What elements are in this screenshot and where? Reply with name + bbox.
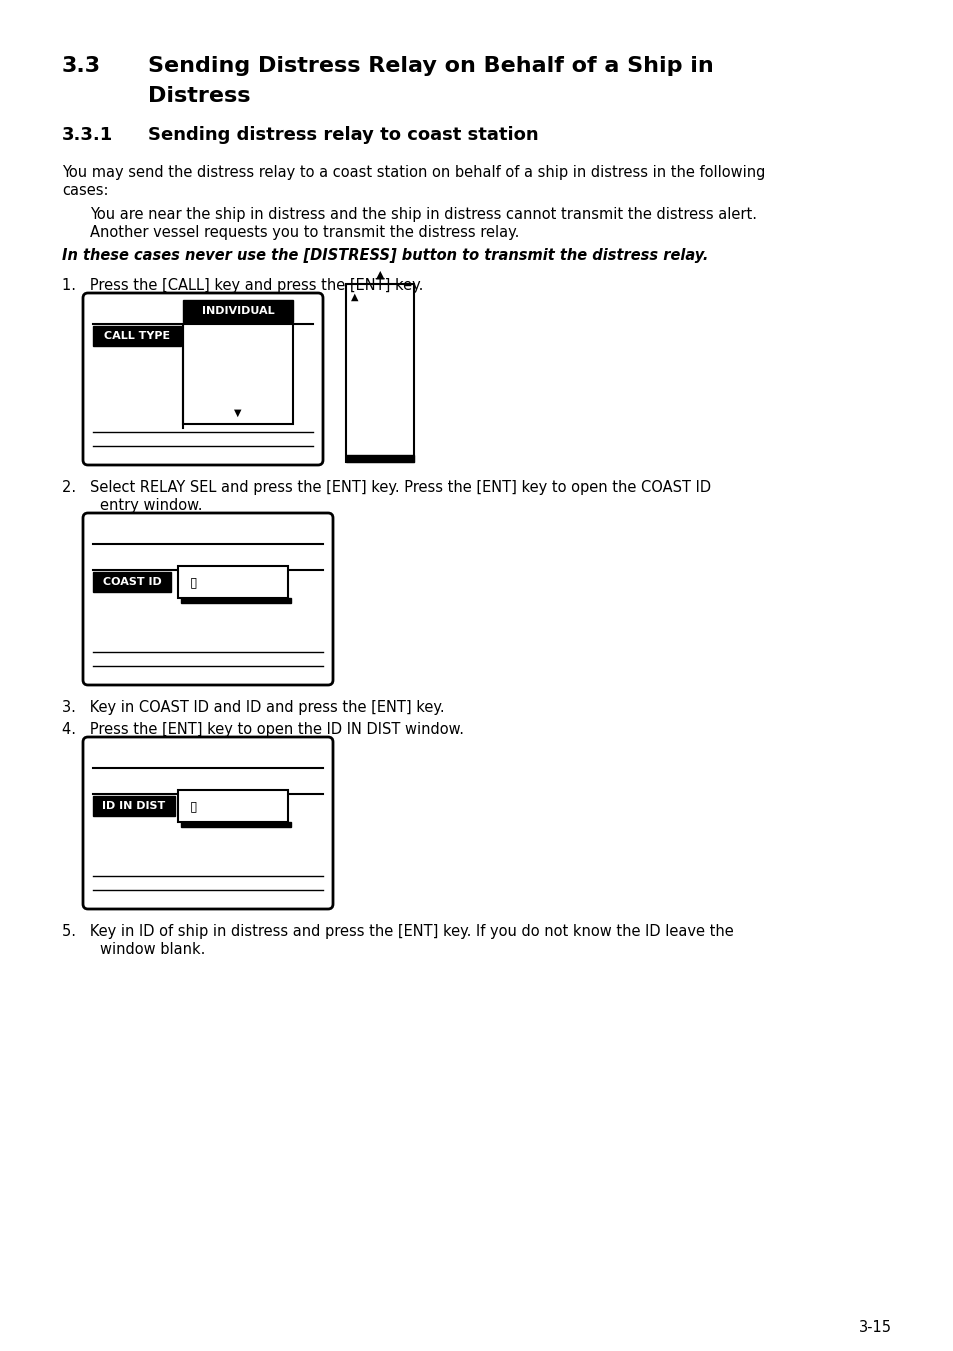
FancyBboxPatch shape [83, 293, 323, 465]
Bar [346, 455, 414, 462]
Bar [183, 324, 293, 424]
Text: Distress: Distress [148, 86, 251, 105]
Text: entry window.: entry window. [100, 499, 202, 513]
Bar [92, 326, 181, 346]
Bar [92, 796, 174, 816]
FancyBboxPatch shape [83, 738, 333, 909]
Text: 5.   Key in ID of ship in distress and press the [ENT] key. If you do not know t: 5. Key in ID of ship in distress and pre… [62, 924, 733, 939]
Bar [178, 566, 288, 598]
Text: You may send the distress relay to a coast station on behalf of a ship in distre: You may send the distress relay to a coa… [62, 165, 764, 180]
Text: ▯: ▯ [190, 798, 197, 813]
Bar [181, 598, 291, 603]
Text: ▼: ▼ [234, 408, 241, 417]
Text: ▲: ▲ [375, 270, 384, 280]
Text: ▯: ▯ [190, 576, 197, 589]
Text: Sending distress relay to coast station: Sending distress relay to coast station [148, 126, 538, 145]
Text: In these cases never use the [DISTRESS] button to transmit the distress relay.: In these cases never use the [DISTRESS] … [62, 249, 708, 263]
Bar [92, 571, 171, 592]
Text: INDIVIDUAL: INDIVIDUAL [201, 305, 274, 316]
Bar [181, 821, 291, 827]
FancyBboxPatch shape [83, 513, 333, 685]
Text: 3.   Key in COAST ID and ID and press the [ENT] key.: 3. Key in COAST ID and ID and press the … [62, 700, 444, 715]
Text: 3.3: 3.3 [62, 55, 101, 76]
Bar [346, 284, 414, 462]
Text: COAST ID: COAST ID [103, 577, 161, 586]
Text: Another vessel requests you to transmit the distress relay.: Another vessel requests you to transmit … [90, 226, 518, 240]
Text: CALL TYPE: CALL TYPE [104, 331, 170, 340]
Text: cases:: cases: [62, 182, 109, 199]
Text: 3.3.1: 3.3.1 [62, 126, 113, 145]
Text: Sending Distress Relay on Behalf of a Ship in: Sending Distress Relay on Behalf of a Sh… [148, 55, 713, 76]
Bar [178, 790, 288, 821]
Text: window blank.: window blank. [100, 942, 205, 957]
Text: ID IN DIST: ID IN DIST [102, 801, 166, 811]
Text: ▲: ▲ [351, 292, 358, 303]
Text: 3-15: 3-15 [858, 1320, 891, 1335]
Text: 4.   Press the [ENT] key to open the ID IN DIST window.: 4. Press the [ENT] key to open the ID IN… [62, 721, 463, 738]
Bar [183, 300, 293, 322]
Text: 1.   Press the [CALL] key and press the [ENT] key.: 1. Press the [CALL] key and press the [E… [62, 278, 423, 293]
Text: You are near the ship in distress and the ship in distress cannot transmit the d: You are near the ship in distress and th… [90, 207, 757, 222]
Text: 2.   Select RELAY SEL and press the [ENT] key. Press the [ENT] key to open the C: 2. Select RELAY SEL and press the [ENT] … [62, 480, 710, 494]
